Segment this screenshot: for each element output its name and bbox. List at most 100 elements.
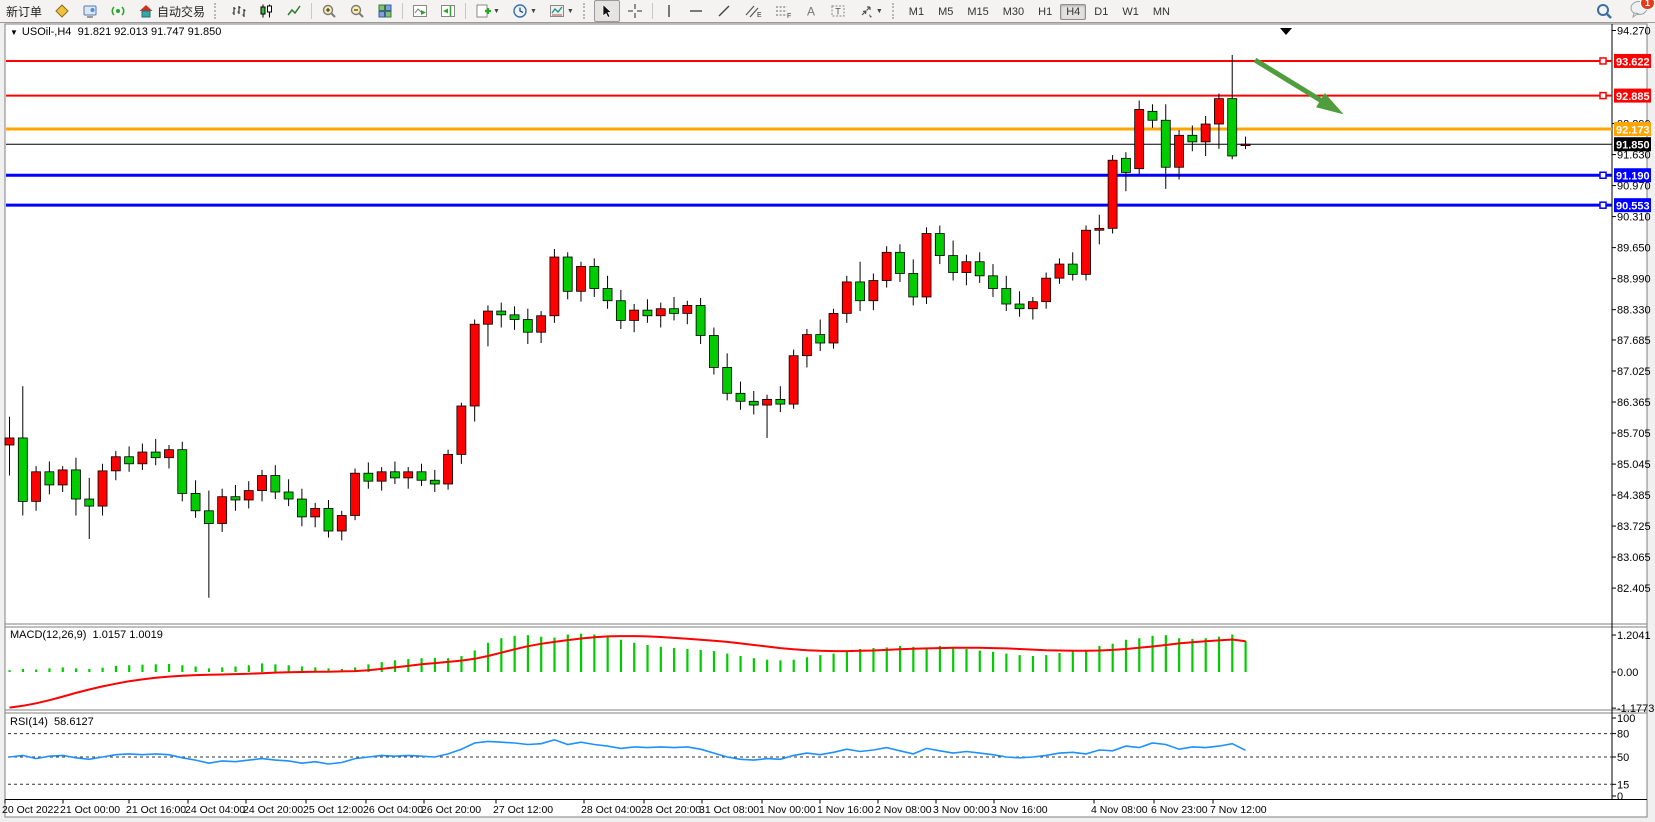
price-label-92.173[interactable]: 92.173 <box>1614 122 1651 137</box>
text-icon[interactable]: A <box>799 0 823 22</box>
trend-arrow-annotation[interactable] <box>1253 57 1332 109</box>
timeframe-M15[interactable]: M15 <box>967 6 989 18</box>
auto-scroll-icon[interactable] <box>407 0 433 22</box>
trendline-icon[interactable] <box>711 0 737 22</box>
bar-chart-icon[interactable] <box>225 0 251 22</box>
hline-anchor[interactable] <box>1599 57 1607 65</box>
chart-ohlc-values: 91.821 92.013 91.747 91.850 <box>77 26 222 38</box>
macd-bar <box>965 648 968 672</box>
candle <box>483 305 493 347</box>
svg-text:88.990: 88.990 <box>1617 274 1651 286</box>
fibonacci-icon[interactable]: F <box>769 0 797 22</box>
template-button[interactable]: ▼ <box>544 0 579 22</box>
price-label-93.622[interactable]: 93.622 <box>1614 53 1651 69</box>
toolbar-grip[interactable] <box>214 3 221 19</box>
autotrading-label: 自动交易 <box>157 4 206 19</box>
hline-objects[interactable] <box>6 57 1612 209</box>
chart-title-caret-icon[interactable]: ▼ <box>10 28 18 37</box>
zoom-in-icon[interactable] <box>316 0 342 22</box>
macd-bar <box>486 642 490 672</box>
macd-bar <box>606 636 609 672</box>
candle <box>988 264 998 297</box>
svg-text:100: 100 <box>1617 713 1635 725</box>
macd-bar <box>646 644 649 672</box>
svg-text:A: A <box>807 5 815 19</box>
signal-icon[interactable] <box>105 0 131 22</box>
svg-text:88.330: 88.330 <box>1617 305 1651 317</box>
candle <box>84 477 95 539</box>
candle <box>17 386 28 516</box>
candle <box>881 246 892 288</box>
candle <box>788 349 799 409</box>
hline-anchor[interactable] <box>1599 91 1607 100</box>
market-watch-icon[interactable] <box>49 0 75 22</box>
macd-bar <box>912 646 915 672</box>
candle <box>735 381 746 410</box>
horizontal-line-icon[interactable] <box>683 0 709 22</box>
candle <box>589 258 600 297</box>
timeframe-W1[interactable]: W1 <box>1122 6 1139 18</box>
chat-button[interactable]: 1 <box>1629 0 1655 23</box>
candle <box>602 275 613 309</box>
timeframe-MN[interactable]: MN <box>1152 6 1170 18</box>
price-label-91.850[interactable]: 91.850 <box>1614 137 1651 152</box>
macd-bar <box>154 664 157 672</box>
hline-anchor[interactable] <box>1599 171 1607 179</box>
svg-text:21 Oct 16:00: 21 Oct 16:00 <box>126 804 186 816</box>
candle <box>1160 104 1171 189</box>
new-order-button[interactable]: 新订单 <box>6 4 43 19</box>
macd-bar <box>619 639 623 672</box>
candle <box>496 302 507 328</box>
zoom-out-icon[interactable] <box>344 0 370 22</box>
candle <box>908 259 919 306</box>
chart-title[interactable]: ▼ USOil-,H4 91.821 92.013 91.747 91.850 <box>10 26 221 38</box>
toolbar-grip[interactable] <box>582 3 590 19</box>
candle <box>1200 116 1211 156</box>
macd-bar <box>1031 656 1035 672</box>
candle <box>615 289 626 329</box>
timeframe-M1[interactable]: M1 <box>908 6 925 18</box>
candle <box>230 484 241 511</box>
timeframe-M5[interactable]: M5 <box>938 6 954 18</box>
candle <box>323 499 334 538</box>
timeframe-D1[interactable]: D1 <box>1094 6 1109 18</box>
price-label-90.553[interactable]: 90.553 <box>1614 198 1651 213</box>
hline-anchor[interactable] <box>1599 201 1607 209</box>
candlestick-icon[interactable] <box>253 0 279 22</box>
equidistant-channel-icon[interactable]: E <box>739 0 767 22</box>
search-icon[interactable] <box>1590 0 1618 22</box>
timeframe-H1[interactable]: H1 <box>1038 6 1053 18</box>
candle <box>868 273 879 311</box>
timeframe-M30[interactable]: M30 <box>1002 6 1025 18</box>
autotrading-icon <box>139 5 153 18</box>
vertical-line-icon[interactable] <box>657 0 681 22</box>
crosshair-icon[interactable] <box>622 0 648 22</box>
arrows-icon[interactable]: ▼ <box>853 0 888 22</box>
top-marker-icon[interactable] <box>1280 28 1292 35</box>
autotrading-button[interactable]: 自动交易 <box>133 0 210 22</box>
tile-windows-icon[interactable] <box>372 0 398 22</box>
chart-shift-icon[interactable] <box>435 0 461 22</box>
new-chart-button[interactable]: ▼ <box>470 0 505 22</box>
candle <box>110 451 121 481</box>
macd-bar <box>88 668 91 672</box>
text-label-icon[interactable]: T <box>825 0 851 22</box>
macd-bar <box>1244 640 1247 672</box>
trend-arrow-head[interactable] <box>1316 92 1344 115</box>
svg-text:85.705: 85.705 <box>1617 428 1651 440</box>
line-chart-icon[interactable] <box>281 0 307 22</box>
timeframe-clock-button[interactable]: ▼ <box>507 0 542 22</box>
terminal-icon[interactable] <box>77 0 103 22</box>
chart-canvas[interactable]: 94.27092.29091.63090.97090.31089.65088.9… <box>0 22 1655 822</box>
macd-bar <box>1124 639 1128 672</box>
timeframe-H4[interactable]: H4 <box>1060 4 1087 20</box>
price-label-91.190[interactable]: 91.190 <box>1614 168 1651 183</box>
svg-text:91.630: 91.630 <box>1617 150 1651 162</box>
toolbar-grip[interactable] <box>891 3 899 19</box>
cursor-icon[interactable] <box>593 0 620 22</box>
candle <box>669 296 679 321</box>
candle <box>97 463 108 516</box>
chat-badge: 1 <box>1639 0 1655 10</box>
price-label-92.885[interactable]: 92.885 <box>1614 88 1651 104</box>
